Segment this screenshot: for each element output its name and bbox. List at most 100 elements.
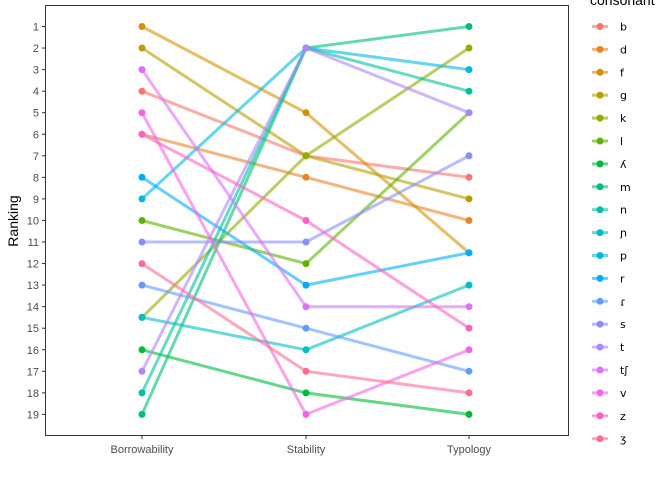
data-point-0-0 xyxy=(138,87,146,95)
series-layer xyxy=(138,23,473,418)
legend-item-5: l xyxy=(592,135,623,148)
legend-key-point xyxy=(596,23,604,30)
legend-key-point xyxy=(596,297,604,305)
legend-key-point xyxy=(596,68,604,76)
data-point-12-2 xyxy=(465,367,473,375)
legend-label: m xyxy=(620,181,631,194)
data-point-9-0 xyxy=(138,313,146,321)
data-point-14-1 xyxy=(302,44,310,52)
legend-key-point xyxy=(596,183,604,191)
legend-item-1: d xyxy=(592,43,627,56)
legend-item-17: z xyxy=(592,410,626,423)
data-point-18-2 xyxy=(465,389,473,397)
data-point-1-2 xyxy=(465,217,473,224)
data-point-8-0 xyxy=(138,389,146,397)
legend-key-point xyxy=(596,320,604,328)
y-tick-label: 18 xyxy=(27,388,39,400)
data-point-5-1 xyxy=(302,260,310,268)
y-tick-label: 3 xyxy=(33,65,39,77)
legend-label: k xyxy=(620,112,627,125)
data-point-2-0 xyxy=(138,23,146,30)
data-point-1-1 xyxy=(302,173,310,181)
legend-item-11: r xyxy=(592,272,625,285)
y-tick-label: 19 xyxy=(27,409,39,421)
y-tick-label: 4 xyxy=(33,86,39,98)
data-point-3-2 xyxy=(465,195,473,203)
x-axis: Borrowability Stability Typology xyxy=(111,435,492,456)
legend-key-point xyxy=(596,389,604,397)
data-point-15-1 xyxy=(302,303,310,311)
legend-item-8: n xyxy=(592,204,627,217)
legend-label: ʎ xyxy=(620,158,627,171)
legend-label: v xyxy=(620,387,627,400)
legend-item-15: tʃ xyxy=(592,364,628,377)
y-tick-label: 6 xyxy=(33,129,39,141)
y-tick-label: 12 xyxy=(27,259,39,271)
y-tick-label: 13 xyxy=(27,280,39,292)
y-tick-label: 16 xyxy=(27,345,39,357)
y-tick-label: 8 xyxy=(33,172,39,184)
legend-key-point xyxy=(596,137,604,145)
legend-label: ɲ xyxy=(619,227,627,240)
data-point-3-0 xyxy=(138,44,146,52)
legend-item-18: ʒ xyxy=(592,433,626,446)
legend-item-0: b xyxy=(592,21,627,34)
data-point-10-0 xyxy=(138,195,146,203)
legend-label: l xyxy=(620,135,623,148)
y-tick-label: 10 xyxy=(27,215,39,227)
y-tick-label: 2 xyxy=(33,43,39,55)
data-point-11-0 xyxy=(138,173,146,181)
legend-label: d xyxy=(620,43,627,56)
data-point-2-1 xyxy=(302,109,310,117)
x-tick-label: Borrowability xyxy=(111,444,174,456)
legend-label: s xyxy=(620,318,626,331)
legend-label: ʒ xyxy=(620,433,626,446)
legend-item-7: m xyxy=(592,181,631,194)
legend-item-13: s xyxy=(592,318,626,331)
legend-item-4: k xyxy=(592,112,627,125)
data-point-7-0 xyxy=(138,410,146,418)
data-point-9-1 xyxy=(302,346,310,354)
legend-label: f xyxy=(620,66,625,79)
data-point-12-1 xyxy=(302,324,310,332)
legend-item-3: g xyxy=(592,89,627,102)
legend-key-point xyxy=(596,206,604,214)
legend-key-point xyxy=(596,366,604,374)
data-point-11-2 xyxy=(465,249,473,257)
data-point-4-2 xyxy=(465,44,473,52)
legend-label: g xyxy=(620,89,627,102)
legend-key-point xyxy=(596,274,604,282)
legend-label: r xyxy=(620,272,625,285)
data-point-15-0 xyxy=(138,66,146,74)
legend-key-point xyxy=(596,45,604,53)
legend-key-point xyxy=(596,160,604,168)
legend-key-point xyxy=(596,114,604,122)
legend-label: t xyxy=(620,341,625,354)
legend-label: b xyxy=(620,21,627,34)
data-point-12-0 xyxy=(138,281,146,289)
data-point-6-0 xyxy=(138,346,146,354)
legend-item-9: ɲ xyxy=(592,227,627,240)
data-point-14-0 xyxy=(138,367,146,375)
legend-label: z xyxy=(620,410,626,423)
y-tick-label: 15 xyxy=(27,323,39,335)
y-tick-label: 11 xyxy=(28,237,39,249)
legend-key-point xyxy=(596,252,604,259)
data-point-17-2 xyxy=(465,324,473,332)
data-point-6-1 xyxy=(302,389,310,397)
data-point-17-1 xyxy=(302,217,310,224)
data-point-17-0 xyxy=(138,130,146,138)
legend-label: tʃ xyxy=(620,364,628,377)
legend-key-point xyxy=(596,343,604,351)
data-point-14-2 xyxy=(465,109,473,117)
legend-item-10: p xyxy=(592,250,627,263)
x-tick-label: Typology xyxy=(447,444,492,456)
legend-label: n xyxy=(620,204,627,217)
legend-key-point xyxy=(596,91,604,99)
data-point-16-1 xyxy=(302,410,310,418)
data-point-16-2 xyxy=(465,346,473,354)
y-tick-label: 14 xyxy=(27,302,39,314)
y-tick-label: 17 xyxy=(27,366,39,378)
data-point-16-0 xyxy=(138,109,146,117)
